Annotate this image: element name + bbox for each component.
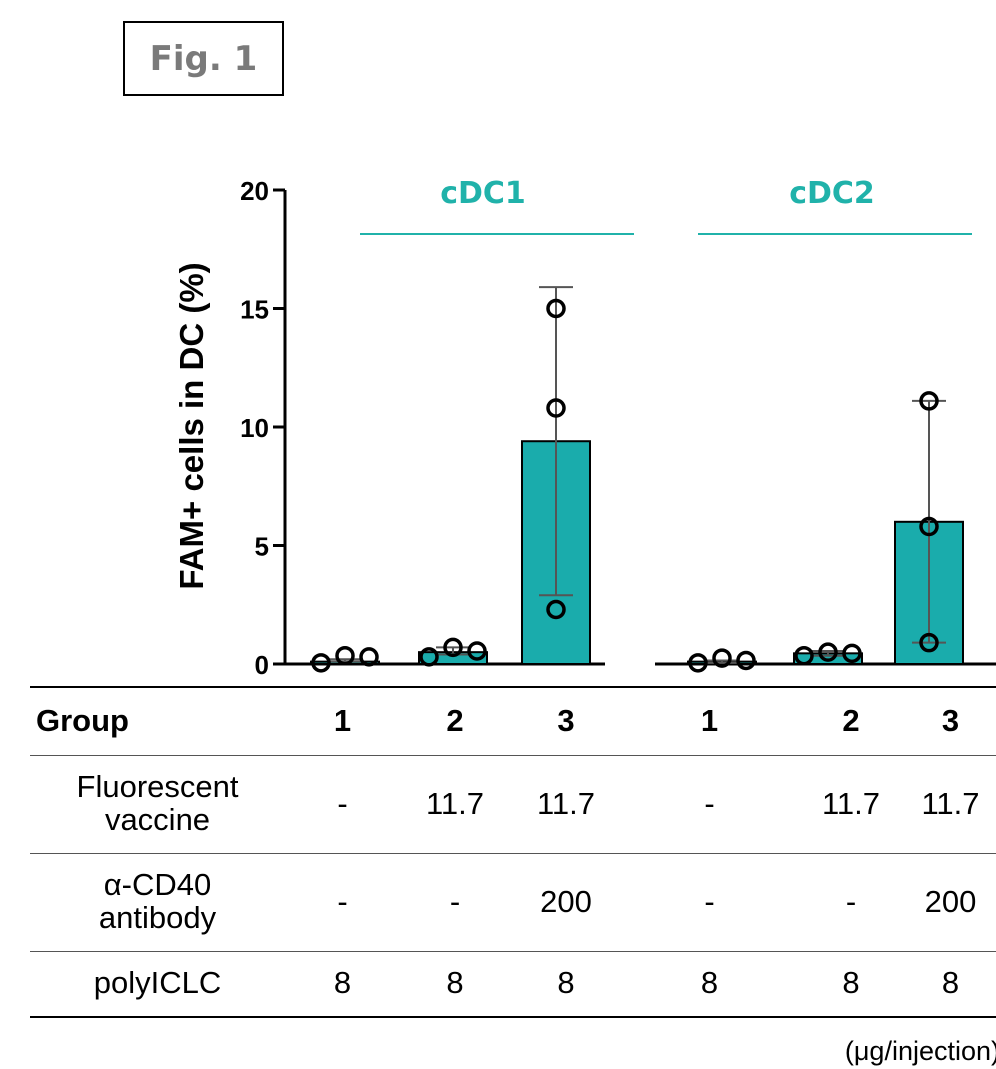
group-number: 2 — [446, 702, 464, 738]
data-point — [919, 516, 939, 537]
group-number: 1 — [700, 702, 719, 738]
data-point — [794, 645, 814, 666]
row-label: α-CD40 antibody — [98, 867, 217, 935]
table-cell: 8 — [842, 965, 860, 1001]
data-point — [443, 637, 463, 658]
data-point — [467, 641, 487, 661]
group-number: 3 — [941, 702, 960, 738]
data-point — [736, 650, 756, 671]
data-point — [546, 599, 566, 620]
table-cell: 8 — [557, 965, 575, 1001]
table-cell: 8 — [941, 965, 960, 1001]
treatment-table: Group 1 2 3 1 2 3 Fluorescent vaccine - 1… — [30, 686, 996, 1018]
table-cell: 8 — [333, 965, 352, 1001]
group-number: 1 — [333, 702, 352, 738]
y-tick-label: 15 — [240, 295, 269, 325]
group-header-label: Group — [36, 702, 129, 738]
table-cell: - — [449, 883, 461, 919]
group-number: 3 — [557, 702, 575, 738]
panel-header-cdc1: cDC1 — [440, 176, 526, 211]
table-row-vaccine: Fluorescent vaccine - 11.7 11.7 - 11.7 11… — [30, 755, 996, 853]
data-point — [546, 298, 566, 319]
y-tick-label: 5 — [255, 532, 269, 562]
data-point — [712, 648, 732, 668]
y-axis-label: FAM+ cells in DC (%) — [173, 262, 210, 589]
row-label: Fluorescent vaccine — [76, 769, 239, 837]
data-point — [688, 653, 708, 673]
table-row-polyiclc: polyICLC 8 8 8 8 8 8 — [30, 951, 996, 1017]
data-point — [842, 643, 862, 664]
row-label: polyICLC — [93, 965, 222, 1001]
data-point — [419, 647, 439, 667]
table-cell: 11.7 — [921, 785, 980, 821]
table-cell: 200 — [924, 883, 977, 919]
y-tick-label: 20 — [240, 176, 269, 206]
table-row-antibody: α-CD40 antibody - - 200 - - 200 — [30, 853, 996, 951]
table-cell: 11.7 — [536, 785, 596, 821]
figure-label: Fig. 1 — [123, 21, 284, 96]
data-point — [919, 391, 939, 411]
data-point — [311, 653, 331, 673]
panel-header-cdc2: cDC2 — [789, 176, 875, 211]
table-cell: 200 — [540, 883, 592, 919]
data-point — [546, 398, 566, 418]
table-cell: 11.7 — [425, 785, 485, 821]
table-cell: - — [704, 785, 715, 821]
data-point — [359, 647, 379, 667]
table-cell: 11.7 — [821, 785, 881, 821]
group-number: 2 — [842, 702, 860, 738]
units-note: (μg/injection) — [844, 1036, 996, 1066]
data-point — [919, 632, 939, 653]
table-cell: 8 — [446, 965, 464, 1001]
data-point — [335, 645, 355, 666]
y-tick-label: 0 — [255, 650, 269, 680]
data-point — [818, 642, 838, 662]
table-cell: - — [337, 883, 348, 919]
table-cell: 8 — [700, 965, 719, 1001]
table-cell: - — [704, 883, 715, 919]
bar-chart: FAM+ cells in DC (%) 0 5 10 15 20 cDC1 cDC2 — [173, 176, 996, 680]
table-cell: - — [337, 785, 348, 821]
table-header-row: Group 1 2 3 1 2 3 — [30, 687, 996, 755]
y-tick-label: 10 — [240, 413, 269, 443]
table-cell: - — [845, 883, 857, 919]
